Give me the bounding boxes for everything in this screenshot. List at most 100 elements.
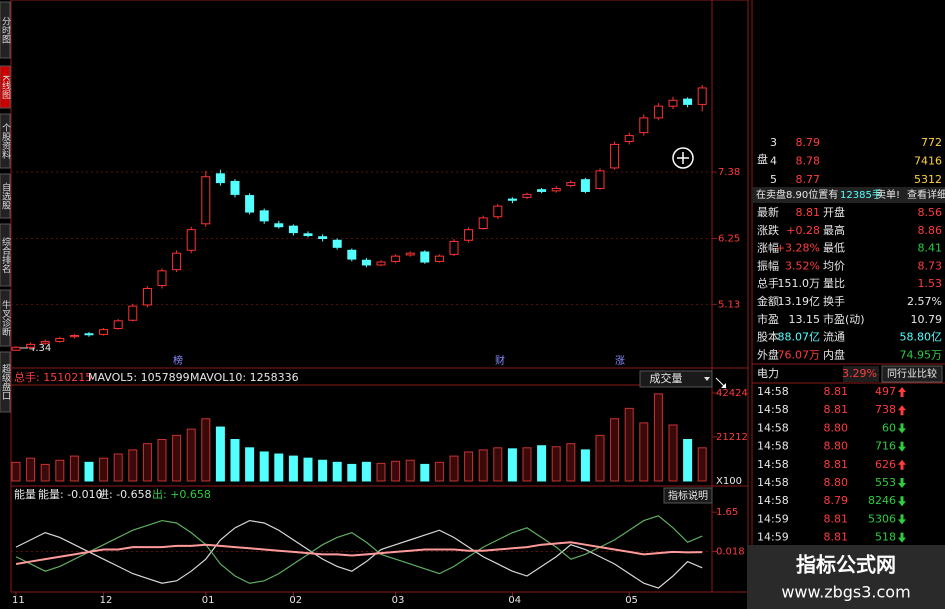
quote-value: 2.57% bbox=[907, 295, 942, 308]
x-tick-label: 02 bbox=[289, 595, 302, 606]
volume-bar bbox=[420, 463, 430, 482]
notice-text: 在卖盘8.90位置有 bbox=[756, 188, 838, 201]
candle-body bbox=[55, 337, 65, 342]
volume-bar bbox=[493, 447, 503, 482]
volume-button[interactable] bbox=[639, 370, 713, 388]
quote-value: 151.0万 bbox=[778, 277, 821, 290]
quote-label: 涨跌 bbox=[757, 223, 779, 237]
trade-time: 14:58 bbox=[757, 421, 789, 434]
y-tick-label: 7.38 bbox=[718, 167, 740, 178]
trade-volume: 518 bbox=[875, 531, 896, 544]
trade-volume: 8246 bbox=[868, 494, 896, 507]
volume-bar bbox=[668, 424, 678, 482]
sidebar-tab-label[interactable]: 分时图 bbox=[0, 16, 11, 44]
trade-time: 14:58 bbox=[757, 494, 789, 507]
mavol10: MAVOL10: 1258336 bbox=[190, 371, 299, 384]
trade-volume: 738 bbox=[875, 403, 896, 416]
volume-bar bbox=[11, 461, 21, 482]
candle-body bbox=[420, 251, 430, 263]
quote-value: 8.41 bbox=[918, 242, 943, 255]
x-tick-label: 11 bbox=[12, 595, 25, 606]
order-price: 8.79 bbox=[796, 136, 821, 149]
quote-label: 涨幅 bbox=[757, 242, 779, 255]
crosshair-icon[interactable] bbox=[672, 147, 694, 169]
volume-bar bbox=[537, 445, 547, 482]
order-price: 8.77 bbox=[796, 173, 821, 186]
notice-link[interactable]: 查看详细 bbox=[907, 188, 945, 201]
quote-label: 金额 bbox=[757, 294, 779, 308]
energy-line bbox=[15, 515, 703, 584]
candle-body bbox=[172, 252, 182, 271]
volume-bar bbox=[332, 461, 342, 482]
volume-bar bbox=[259, 451, 269, 482]
quote-value: +0.28 bbox=[786, 224, 820, 237]
order-book-label: 盘 bbox=[757, 152, 768, 166]
resize-arrow[interactable] bbox=[715, 377, 727, 389]
trade-price: 8.80 bbox=[824, 440, 849, 453]
volume-bar bbox=[522, 447, 532, 482]
event-marker: 涨 bbox=[615, 355, 625, 367]
volume-bar bbox=[318, 459, 328, 482]
quote-label: 均价 bbox=[823, 259, 845, 272]
notice-bar bbox=[752, 187, 945, 203]
y-tick-label: 0.018 bbox=[716, 546, 745, 557]
order-level: 5 bbox=[770, 173, 777, 186]
order-price: 8.78 bbox=[796, 155, 821, 168]
event-marker: 财 bbox=[495, 354, 505, 367]
indicator-help-button[interactable] bbox=[663, 487, 713, 504]
volume-bar bbox=[186, 428, 196, 482]
energy-name: 能量 bbox=[14, 487, 36, 501]
sidebar-tab-label[interactable]: 综合排名 bbox=[0, 236, 11, 274]
candle-body bbox=[142, 287, 152, 306]
candle-body bbox=[347, 249, 357, 260]
sidebar-tab-label[interactable]: K线图 bbox=[0, 75, 11, 100]
trade-price: 8.80 bbox=[824, 421, 849, 434]
low-label: 4.34 bbox=[29, 343, 51, 354]
x-tick-label: 03 bbox=[392, 595, 405, 606]
industry-compare-label[interactable]: 同行业比较 bbox=[887, 367, 937, 380]
trade-volume: 716 bbox=[875, 440, 896, 453]
sidebar-tab[interactable] bbox=[0, 351, 11, 413]
sidebar-tab-label[interactable]: 自选股 bbox=[0, 181, 11, 210]
volume-bar bbox=[507, 448, 517, 482]
sidebar-tab-label[interactable]: 个股资料 bbox=[0, 123, 11, 160]
quote-label: 流通 bbox=[823, 330, 845, 344]
volume-total: 总手: 1510215 bbox=[14, 370, 92, 384]
indicator-help-label[interactable]: 指标说明 bbox=[668, 489, 708, 502]
notice-type: 卖单! bbox=[876, 189, 900, 201]
candle-body bbox=[84, 333, 94, 336]
sidebar-tab[interactable] bbox=[0, 1, 11, 59]
order-volume: 7416 bbox=[914, 155, 942, 168]
candle-body bbox=[215, 173, 225, 184]
volume-button-label[interactable]: 成交量 bbox=[650, 371, 683, 385]
dropdown-icon[interactable] bbox=[704, 377, 710, 381]
sidebar-tab[interactable] bbox=[0, 173, 11, 219]
order-volume: 772 bbox=[921, 136, 942, 149]
energy-value: 能量: -0.010 bbox=[38, 487, 103, 501]
quote-label: 总手 bbox=[757, 276, 779, 290]
volume-bar bbox=[639, 422, 649, 482]
volume-bar bbox=[683, 438, 693, 482]
volume-bar bbox=[215, 426, 225, 482]
sidebar-tab[interactable] bbox=[0, 65, 11, 109]
sidebar-tab-label[interactable]: 牛叉诊断 bbox=[0, 299, 11, 337]
sidebar-tab[interactable] bbox=[0, 223, 11, 287]
trade-time: 14:58 bbox=[757, 476, 789, 489]
y-tick-label: 1.65 bbox=[716, 507, 738, 518]
volume-bar bbox=[610, 418, 620, 482]
sidebar-tab-label[interactable]: 超级盘口 bbox=[0, 363, 11, 400]
candle-body bbox=[595, 170, 605, 189]
volume-bar bbox=[434, 461, 444, 482]
quote-value: 3.52% bbox=[785, 259, 820, 272]
quote-value: 76.07万 bbox=[778, 348, 821, 361]
sector-change: 3.29% bbox=[842, 367, 877, 380]
trade-volume: 553 bbox=[875, 476, 896, 489]
volume-bar bbox=[84, 461, 94, 482]
quote-value: +3.28% bbox=[776, 242, 820, 255]
x-tick-label: 01 bbox=[202, 595, 215, 606]
industry-compare-button[interactable] bbox=[881, 365, 943, 383]
sidebar-tab[interactable] bbox=[0, 289, 11, 347]
candle-body bbox=[376, 261, 386, 266]
sidebar-tab[interactable] bbox=[0, 113, 11, 169]
